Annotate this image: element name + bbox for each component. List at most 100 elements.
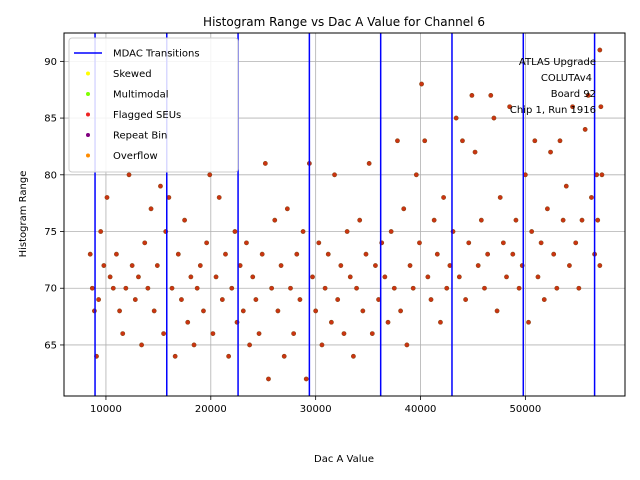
- data-point-0-134: [500, 240, 506, 246]
- x-axis-ticks: 10000 20000 30000 40000 50000: [90, 396, 541, 415]
- data-point-0-157: [573, 240, 579, 246]
- data-point-0-161: [585, 92, 591, 98]
- data-point-0-104: [407, 263, 413, 268]
- data-point-0-132: [494, 308, 500, 314]
- data-point-0-97: [385, 319, 391, 325]
- data-point-0-59: [266, 376, 271, 382]
- data-point-0-159: [579, 217, 585, 223]
- data-point-0-63: [278, 263, 284, 268]
- data-point-0-45: [223, 251, 228, 257]
- data-point-0-56: [256, 331, 262, 337]
- data-point-0-54: [250, 274, 256, 280]
- y-tick-label-2: 75: [44, 227, 57, 238]
- y-tick-label-0: 65: [44, 340, 57, 351]
- data-point-0-143: [529, 229, 535, 234]
- data-point-0-93: [373, 263, 378, 268]
- data-point-0-22: [151, 308, 157, 314]
- legend-label-2: Multimodal: [113, 90, 169, 101]
- data-point-0-103: [404, 342, 410, 348]
- data-point-0-83: [341, 331, 347, 337]
- data-point-0-71: [303, 376, 309, 382]
- data-point-0-155: [567, 263, 572, 268]
- data-point-0-18: [139, 342, 144, 348]
- data-point-0-78: [325, 251, 331, 257]
- data-point-0-151: [554, 285, 560, 291]
- data-point-0-160: [582, 127, 588, 132]
- annotation-line-4: Chip 1, Run 1916: [510, 105, 596, 116]
- data-point-0-40: [207, 172, 213, 178]
- run-annotation: ATLAS Upgrade COLUTAv4 Board 92 Chip 1, …: [510, 57, 596, 116]
- data-point-0-16: [132, 297, 138, 302]
- data-point-0-168: [597, 263, 603, 268]
- data-point-0-142: [526, 319, 531, 325]
- data-point-0-85: [347, 274, 353, 280]
- data-point-0-82: [338, 263, 344, 268]
- data-point-0-148: [545, 206, 550, 212]
- data-point-0-36: [194, 285, 200, 291]
- data-point-0-67: [291, 331, 297, 337]
- data-point-0-109: [422, 138, 428, 144]
- data-point-0-99: [391, 285, 397, 291]
- data-point-0-79: [328, 319, 334, 325]
- data-point-0-37: [197, 263, 203, 268]
- data-point-0-43: [216, 195, 222, 200]
- legend-box: [68, 37, 239, 173]
- data-point-0-17: [136, 274, 141, 280]
- data-point-0-44: [219, 297, 225, 302]
- legend-swatch-1: [86, 71, 90, 76]
- data-point-0-39: [204, 240, 210, 246]
- legend-label-4: Repeat Bin: [113, 131, 167, 142]
- data-point-0-152: [557, 138, 563, 144]
- x-tick-label-2: 30000: [300, 404, 332, 415]
- data-point-0-81: [335, 297, 341, 302]
- data-point-0-66: [288, 285, 293, 291]
- data-point-0-61: [272, 217, 278, 223]
- data-point-0-88: [357, 217, 363, 223]
- data-point-0-120: [456, 274, 462, 280]
- data-point-0-114: [438, 319, 443, 325]
- data-point-0-55: [253, 297, 259, 302]
- data-point-0-68: [294, 251, 300, 257]
- data-point-0-53: [247, 342, 253, 348]
- data-point-0-76: [319, 342, 325, 348]
- data-point-0-90: [363, 251, 369, 257]
- data-point-0-123: [466, 240, 472, 246]
- data-point-0-5: [98, 229, 104, 234]
- data-point-0-23: [154, 263, 160, 268]
- data-point-0-130: [488, 92, 494, 98]
- chart-title: Histogram Range vs Dac A Value for Chann…: [203, 15, 485, 29]
- data-point-0-126: [475, 263, 481, 268]
- data-point-0-91: [366, 161, 372, 166]
- legend-swatch-5: [86, 153, 90, 158]
- data-point-0-119: [453, 115, 459, 121]
- data-point-0-35: [191, 342, 197, 348]
- data-point-0-46: [226, 353, 232, 359]
- legend-label-3: Flagged SEUs: [113, 110, 181, 121]
- legend-label-5: Overflow: [113, 151, 158, 162]
- data-point-0-64: [281, 353, 287, 359]
- data-point-0-146: [538, 240, 544, 246]
- plot-frame: [63, 32, 626, 397]
- data-point-0-75: [316, 240, 322, 246]
- data-point-0-112: [431, 217, 437, 223]
- x-tick-label-4: 50000: [509, 404, 541, 415]
- data-point-0-84: [344, 229, 350, 234]
- annotation-line-3: Board 92: [551, 89, 596, 100]
- legend: MDAC Transitions Skewed Multimodal Flagged …: [68, 37, 239, 173]
- x-axis-label: Dac A Value: [314, 454, 374, 465]
- data-point-0-158: [576, 285, 582, 291]
- data-point-0-9: [110, 285, 116, 291]
- data-point-0-116: [444, 285, 450, 291]
- data-point-0-124: [469, 92, 475, 98]
- data-point-0-10: [114, 251, 119, 257]
- data-point-0-138: [513, 217, 519, 223]
- legend-label-0: MDAC Transitions: [113, 49, 200, 60]
- data-point-0-32: [182, 217, 187, 223]
- grid-layer: [64, 33, 625, 396]
- y-tick-label-5: 90: [44, 57, 57, 68]
- data-point-0-34: [188, 274, 194, 280]
- y-tick-label-4: 85: [44, 114, 57, 125]
- data-point-0-87: [354, 285, 359, 291]
- data-point-0-20: [145, 285, 151, 291]
- data-point-0-69: [297, 297, 303, 302]
